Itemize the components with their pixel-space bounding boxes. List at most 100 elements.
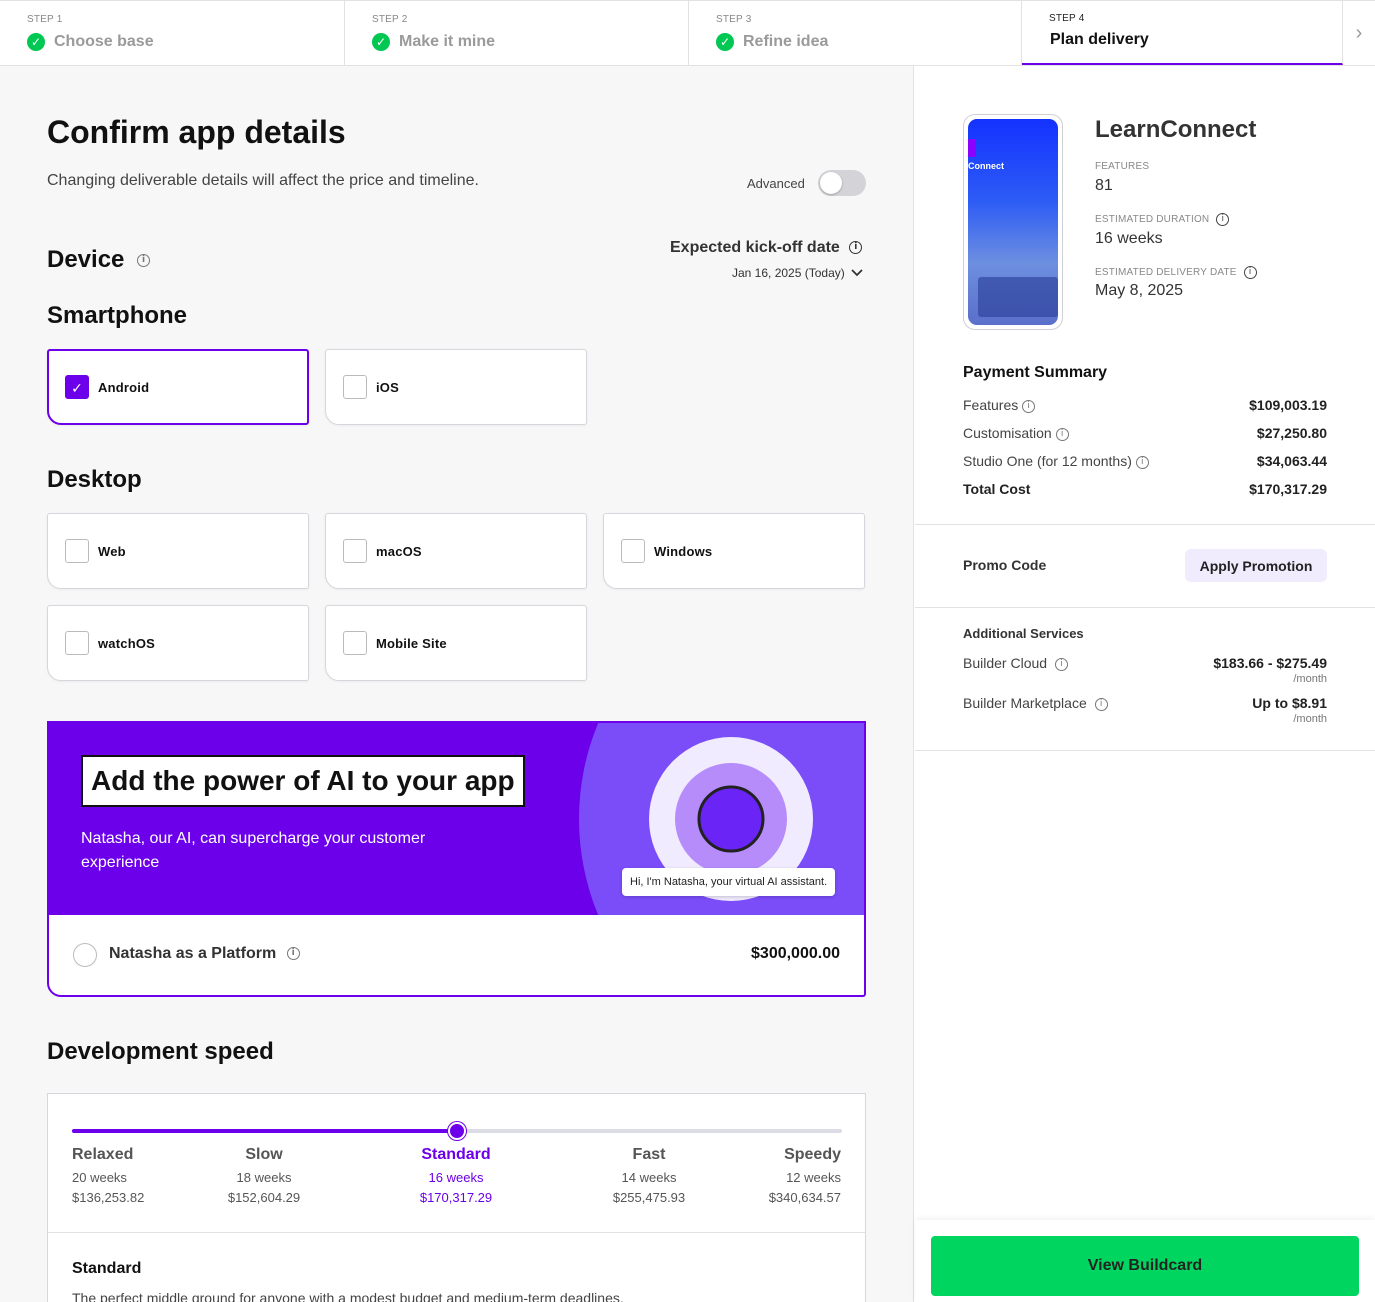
service-value: $183.66 - $275.49: [1213, 655, 1327, 671]
delivery-label: ESTIMATED DELIVERY DATE i: [1095, 266, 1257, 279]
natasha-platform-price: $300,000.00: [751, 945, 840, 962]
speed-name: Relaxed: [72, 1146, 134, 1163]
natasha-platform-text: Natasha as a Platform: [109, 945, 277, 962]
speed-detail-description: The perfect middle ground for anyone wit…: [72, 1290, 624, 1302]
speed-weeks: 12 weeks: [786, 1170, 841, 1185]
checkbox: [343, 539, 367, 563]
step-refine-idea[interactable]: STEP 3 ✓ Refine idea: [689, 1, 1022, 65]
ai-title: Add the power of AI to your app: [81, 755, 525, 807]
check-circle-icon: ✓: [27, 33, 45, 51]
speed-option-fast[interactable]: Fast 14 weeks $255,475.93: [599, 1146, 699, 1208]
speed-name: Slow: [245, 1146, 283, 1163]
speed-price: $340,634.57: [768, 1190, 841, 1205]
info-icon[interactable]: i: [1243, 266, 1257, 279]
device-label: Web: [98, 543, 126, 559]
info-icon[interactable]: i: [1216, 213, 1230, 226]
ai-chat-bubble: Hi, I'm Natasha, your virtual AI assista…: [622, 868, 836, 896]
summary-panel: Connect LearnConnect FEATURES 81 ESTIMAT…: [915, 66, 1375, 1302]
payment-label-text: Studio One (for 12 months): [963, 453, 1132, 469]
ai-illustration: [579, 723, 864, 915]
payment-row-customisation: Customisation i $27,250.80: [963, 425, 1327, 441]
delivery-label-text: ESTIMATED DELIVERY DATE: [1095, 267, 1237, 279]
service-row-builder-cloud: Builder Cloud i $183.66 - $275.49 /month: [963, 655, 1327, 685]
checkbox: [65, 631, 89, 655]
speed-name: Speedy: [784, 1146, 841, 1163]
duration-label-text: ESTIMATED DURATION: [1095, 214, 1210, 226]
payment-row-label: Customisation i: [963, 425, 1069, 441]
kickoff-date-dropdown[interactable]: Jan 16, 2025 (Today): [732, 266, 863, 280]
duration-value: 16 weeks: [1095, 230, 1163, 247]
divider: [915, 750, 1375, 751]
speed-slider-thumb[interactable]: [448, 1122, 466, 1140]
step-number: STEP 1: [27, 14, 63, 25]
speed-option-slow[interactable]: Slow 18 weeks $152,604.29: [214, 1146, 314, 1208]
payment-row-value: $34,063.44: [1256, 453, 1327, 469]
device-card-windows[interactable]: Windows: [603, 513, 865, 589]
payment-row-total: Total Cost $170,317.29: [963, 481, 1327, 497]
device-card-android[interactable]: ✓ Android: [47, 349, 309, 425]
desktop-heading: Desktop: [47, 466, 142, 493]
speed-option-relaxed[interactable]: Relaxed 20 weeks $136,253.82: [72, 1146, 144, 1208]
info-icon[interactable]: i: [849, 241, 863, 255]
step-choose-base[interactable]: STEP 1 ✓ Choose base: [0, 1, 345, 65]
natasha-platform-radio[interactable]: [73, 943, 97, 967]
speed-option-speedy[interactable]: Speedy 12 weeks $340,634.57: [769, 1146, 841, 1208]
info-icon[interactable]: i: [1094, 697, 1108, 711]
speed-price: $152,604.29: [227, 1190, 301, 1205]
page-subtitle: Changing deliverable details will affect…: [47, 172, 479, 189]
service-label: Builder Cloud: [963, 655, 1048, 671]
step-make-it-mine[interactable]: STEP 2 ✓ Make it mine: [345, 1, 689, 65]
apply-promotion-button[interactable]: Apply Promotion: [1185, 549, 1327, 582]
service-unit: /month: [1293, 673, 1327, 685]
info-icon[interactable]: i: [1022, 399, 1036, 413]
speed-price: $136,253.82: [72, 1190, 145, 1205]
payment-row-value: $170,317.29: [1249, 481, 1327, 497]
page-title: Confirm app details: [47, 114, 346, 150]
app-preview-screen: Connect: [968, 119, 1058, 325]
device-card-mobile-site[interactable]: Mobile Site: [325, 605, 587, 681]
deliverables-panel: Confirm app details Changing deliverable…: [0, 66, 914, 1302]
toggle-knob: [820, 172, 842, 194]
ai-description: Natasha, our AI, can supercharge your cu…: [81, 830, 426, 871]
device-heading-label: Device: [47, 246, 125, 273]
checkbox: [343, 375, 367, 399]
step-label: Make it mine: [399, 33, 496, 50]
info-icon[interactable]: i: [1135, 455, 1149, 469]
app-preview-mark: [968, 139, 976, 157]
device-heading: Device i: [47, 246, 151, 274]
app-preview-phone: Connect: [963, 114, 1063, 330]
device-card-watchos[interactable]: watchOS: [47, 605, 309, 681]
info-icon[interactable]: i: [1054, 657, 1068, 671]
natasha-platform-label: Natasha as a Platform i: [109, 945, 300, 963]
info-icon[interactable]: i: [286, 947, 300, 961]
payment-row-features: Features i $109,003.19: [963, 397, 1327, 413]
speed-price: $170,317.29: [419, 1190, 493, 1205]
checkbox: [65, 539, 89, 563]
speed-divider: [48, 1232, 865, 1233]
payment-row-studio-one: Studio One (for 12 months) i $34,063.44: [963, 453, 1327, 469]
promo-code-label: Promo Code: [963, 557, 1047, 573]
view-buildcard-button[interactable]: View Buildcard: [931, 1236, 1359, 1296]
payment-row-label: Features i: [963, 397, 1036, 413]
chevron-right-icon[interactable]: ›: [1355, 21, 1363, 44]
payment-row-value: $109,003.19: [1249, 397, 1327, 413]
delivery-value: May 8, 2025: [1095, 282, 1184, 299]
speed-price: $255,475.93: [612, 1190, 686, 1205]
speed-heading: Development speed: [47, 1038, 274, 1065]
kickoff-label: Expected kick-off date i: [670, 239, 863, 257]
device-card-ios[interactable]: iOS: [325, 349, 587, 425]
device-card-macos[interactable]: macOS: [325, 513, 587, 589]
kickoff-label-text: Expected kick-off date: [670, 239, 840, 256]
checkbox: [343, 631, 367, 655]
device-label: iOS: [376, 379, 399, 395]
info-icon[interactable]: i: [137, 254, 151, 268]
checkbox: [621, 539, 645, 563]
step-plan-delivery[interactable]: STEP 4 Plan delivery: [1022, 1, 1343, 65]
speed-option-standard[interactable]: Standard 16 weeks $170,317.29: [406, 1146, 506, 1208]
info-icon[interactable]: i: [1055, 427, 1069, 441]
device-card-web[interactable]: Web: [47, 513, 309, 589]
summary-footer: View Buildcard: [915, 1220, 1375, 1302]
check-circle-icon: ✓: [372, 33, 390, 51]
service-unit: /month: [1293, 713, 1327, 725]
advanced-toggle[interactable]: [818, 170, 866, 196]
